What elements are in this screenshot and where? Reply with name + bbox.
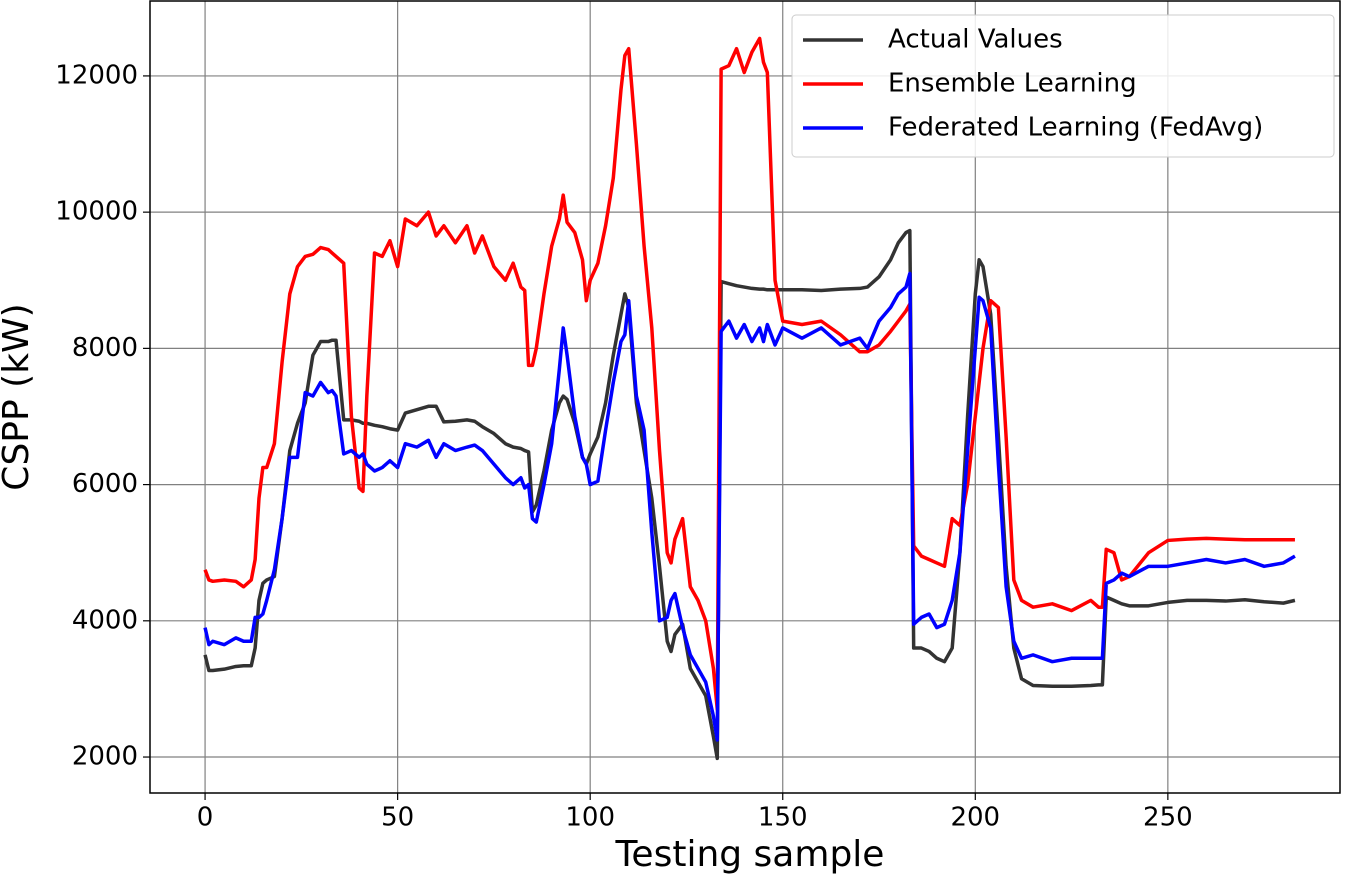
x-tick-label: 0 — [197, 803, 214, 833]
legend-label: Actual Values — [888, 25, 1063, 55]
legend-label: Ensemble Learning — [888, 69, 1137, 99]
legend-label: Federated Learning (FedAvg) — [888, 113, 1263, 143]
series-line — [203, 36, 1295, 712]
y-tick-label: 4000 — [72, 605, 138, 635]
y-tick-label: 6000 — [72, 469, 138, 499]
y-tick-label: 12000 — [55, 60, 138, 90]
series-line — [203, 228, 1296, 761]
legend: Actual Values Ensemble Learning Federated … — [791, 14, 1335, 158]
y-tick-label: 8000 — [72, 333, 138, 363]
legend-box — [791, 14, 1335, 158]
x-tick-label: 50 — [381, 803, 414, 833]
x-tick-label: 150 — [758, 803, 808, 833]
x-tick-label: 100 — [565, 803, 615, 833]
x-axis-label: Testing sample — [615, 834, 885, 875]
y-tick-label: 10000 — [55, 197, 138, 227]
series-line — [203, 271, 1296, 742]
plot-frame — [149, 0, 1341, 794]
x-tick-label: 250 — [1143, 803, 1193, 833]
ticks: 0 50 100 150 200 250 2000 4000 6000 8000 10000 1200… — [55, 60, 1192, 832]
y-tick-label: 2000 — [72, 742, 138, 772]
plot-lines — [203, 36, 1296, 761]
x-tick-label: 200 — [950, 803, 1000, 833]
y-axis-label: CSPP (kW) — [0, 303, 37, 490]
